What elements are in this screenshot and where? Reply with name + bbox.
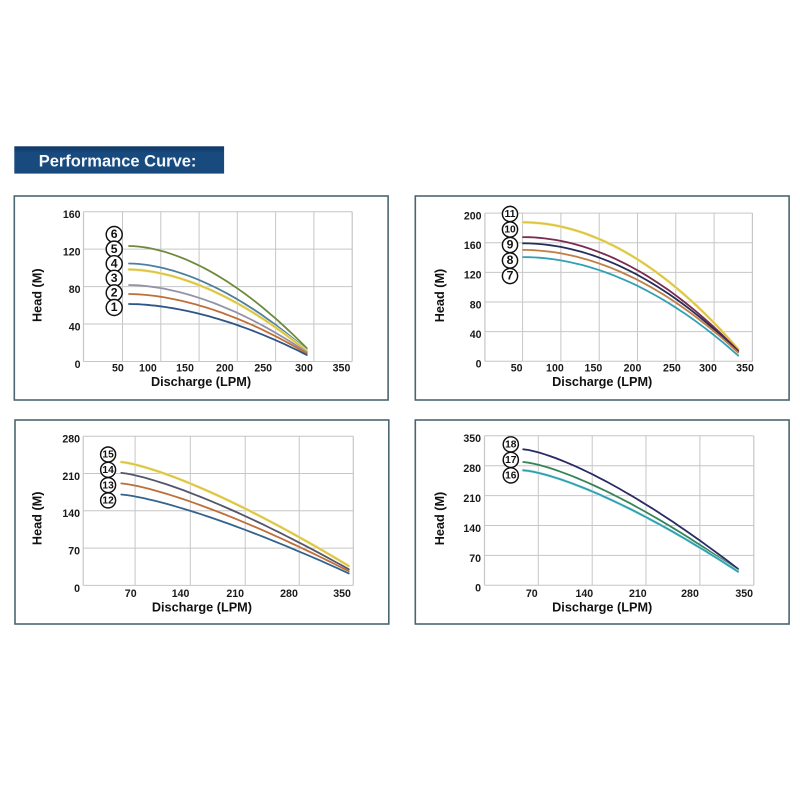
svg-text:8: 8 bbox=[507, 253, 514, 267]
svg-text:210: 210 bbox=[226, 588, 244, 600]
svg-text:1: 1 bbox=[111, 300, 118, 314]
svg-text:350: 350 bbox=[735, 588, 753, 600]
svg-text:12: 12 bbox=[102, 496, 114, 507]
svg-text:350: 350 bbox=[333, 362, 351, 374]
svg-text:140: 140 bbox=[463, 523, 481, 535]
svg-text:300: 300 bbox=[699, 362, 717, 374]
svg-text:50: 50 bbox=[511, 362, 523, 374]
svg-text:4: 4 bbox=[111, 256, 118, 270]
svg-text:350: 350 bbox=[333, 588, 351, 600]
svg-text:80: 80 bbox=[470, 299, 482, 311]
svg-text:280: 280 bbox=[280, 588, 298, 600]
svg-text:210: 210 bbox=[463, 493, 481, 505]
svg-text:300: 300 bbox=[295, 362, 313, 374]
svg-text:17: 17 bbox=[505, 455, 517, 466]
svg-text:70: 70 bbox=[125, 588, 137, 600]
svg-text:15: 15 bbox=[102, 450, 114, 461]
svg-text:5: 5 bbox=[111, 242, 118, 256]
svg-text:0: 0 bbox=[75, 359, 81, 371]
svg-text:18: 18 bbox=[505, 440, 517, 451]
svg-text:160: 160 bbox=[464, 240, 482, 252]
svg-text:50: 50 bbox=[112, 362, 124, 374]
svg-text:Discharge (LPM): Discharge (LPM) bbox=[151, 375, 251, 389]
svg-text:140: 140 bbox=[575, 588, 593, 600]
svg-text:6: 6 bbox=[111, 227, 118, 241]
svg-text:350: 350 bbox=[463, 433, 481, 445]
svg-text:Discharge (LPM): Discharge (LPM) bbox=[552, 600, 652, 614]
svg-text:80: 80 bbox=[69, 284, 81, 296]
svg-text:200: 200 bbox=[216, 362, 234, 374]
svg-text:100: 100 bbox=[139, 362, 157, 374]
svg-text:0: 0 bbox=[74, 583, 80, 595]
svg-text:350: 350 bbox=[736, 362, 754, 374]
svg-text:140: 140 bbox=[172, 588, 190, 600]
svg-text:160: 160 bbox=[63, 209, 81, 221]
svg-text:Head (M): Head (M) bbox=[30, 492, 44, 546]
svg-text:Head (M): Head (M) bbox=[31, 268, 45, 322]
svg-text:210: 210 bbox=[62, 471, 80, 483]
svg-text:Head (M): Head (M) bbox=[433, 269, 447, 323]
svg-text:0: 0 bbox=[476, 359, 482, 371]
svg-text:280: 280 bbox=[62, 434, 80, 446]
svg-text:16: 16 bbox=[505, 471, 517, 482]
svg-text:14: 14 bbox=[102, 465, 114, 476]
svg-text:140: 140 bbox=[62, 508, 80, 520]
svg-text:200: 200 bbox=[464, 210, 482, 222]
svg-text:Head (M): Head (M) bbox=[433, 492, 447, 546]
svg-text:Discharge (LPM): Discharge (LPM) bbox=[152, 600, 252, 614]
svg-text:280: 280 bbox=[681, 588, 699, 600]
svg-text:13: 13 bbox=[102, 480, 114, 491]
svg-text:280: 280 bbox=[463, 463, 481, 475]
svg-text:210: 210 bbox=[629, 588, 647, 600]
svg-text:7: 7 bbox=[507, 269, 514, 283]
svg-text:250: 250 bbox=[254, 362, 272, 374]
svg-text:120: 120 bbox=[464, 270, 482, 282]
svg-text:70: 70 bbox=[68, 545, 80, 557]
svg-text:150: 150 bbox=[585, 362, 603, 374]
svg-text:3: 3 bbox=[111, 271, 118, 285]
svg-text:250: 250 bbox=[663, 362, 681, 374]
svg-text:70: 70 bbox=[526, 588, 538, 600]
svg-text:11: 11 bbox=[505, 209, 516, 220]
svg-text:Performance Curve:: Performance Curve: bbox=[39, 152, 197, 170]
svg-text:120: 120 bbox=[63, 247, 81, 259]
svg-text:70: 70 bbox=[469, 553, 481, 565]
svg-text:Discharge (LPM): Discharge (LPM) bbox=[552, 375, 652, 389]
svg-text:0: 0 bbox=[475, 583, 481, 595]
svg-text:150: 150 bbox=[176, 362, 194, 374]
svg-text:100: 100 bbox=[546, 362, 564, 374]
svg-text:200: 200 bbox=[624, 362, 642, 374]
svg-text:40: 40 bbox=[69, 321, 81, 333]
svg-text:9: 9 bbox=[507, 238, 514, 252]
svg-text:40: 40 bbox=[470, 329, 482, 341]
svg-text:2: 2 bbox=[111, 286, 118, 300]
svg-text:10: 10 bbox=[504, 225, 516, 236]
